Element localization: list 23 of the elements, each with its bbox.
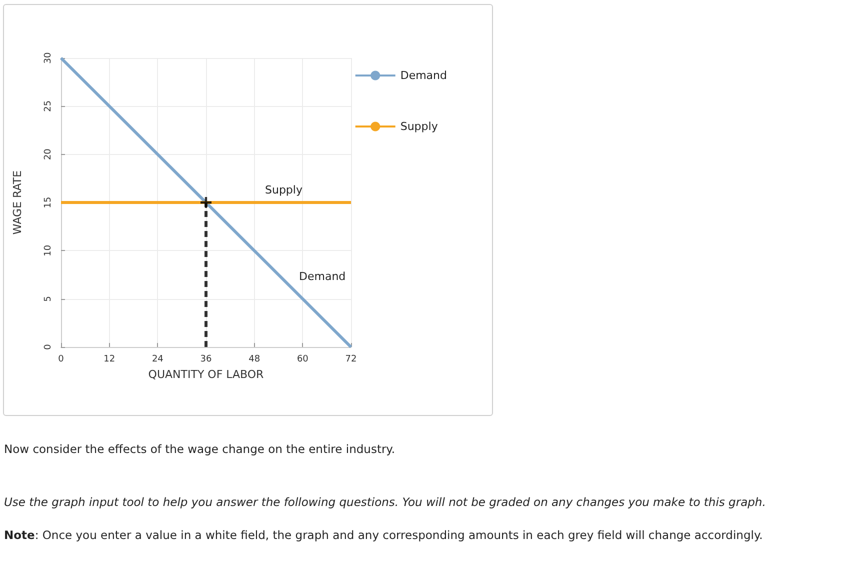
x-tick-label: 12 [104, 354, 116, 364]
x-tick-label: 72 [345, 354, 357, 364]
x-tick-label: 48 [248, 354, 260, 364]
x-tick-label: 24 [152, 354, 164, 364]
legend-label: Supply [400, 120, 438, 133]
text: Now consider the effects of the wage change on the entire industry. [4, 442, 396, 456]
y-tick-label: 25 [44, 100, 54, 112]
x-tick-label: 36 [200, 354, 212, 364]
y-tick-label: 30 [44, 52, 54, 64]
text: Demand [299, 270, 346, 284]
text: Supply [265, 184, 302, 196]
y-tick-label: 5 [44, 296, 54, 302]
x-tick-label: 60 [296, 354, 309, 364]
text: Use the graph input tool to help you answer the following questions. You will not be graded on any changes you make to this graph. [4, 495, 766, 509]
x-tick-label: 0 [58, 354, 64, 364]
x-axis-title: QUANTITY OF LABOR [148, 368, 264, 381]
y-tick-label: 0 [44, 344, 54, 350]
y-tick-label: 10 [44, 244, 54, 256]
text: Note: Once you enter a value in a white field, the graph and any corresponding amounts in each grey field will change accordingly. [4, 528, 763, 542]
y-tick-label: 20 [44, 148, 54, 160]
y-tick-label: 15 [44, 196, 54, 208]
y-axis-title: WAGE RATE [11, 170, 24, 235]
legend-label: Demand [400, 69, 448, 82]
